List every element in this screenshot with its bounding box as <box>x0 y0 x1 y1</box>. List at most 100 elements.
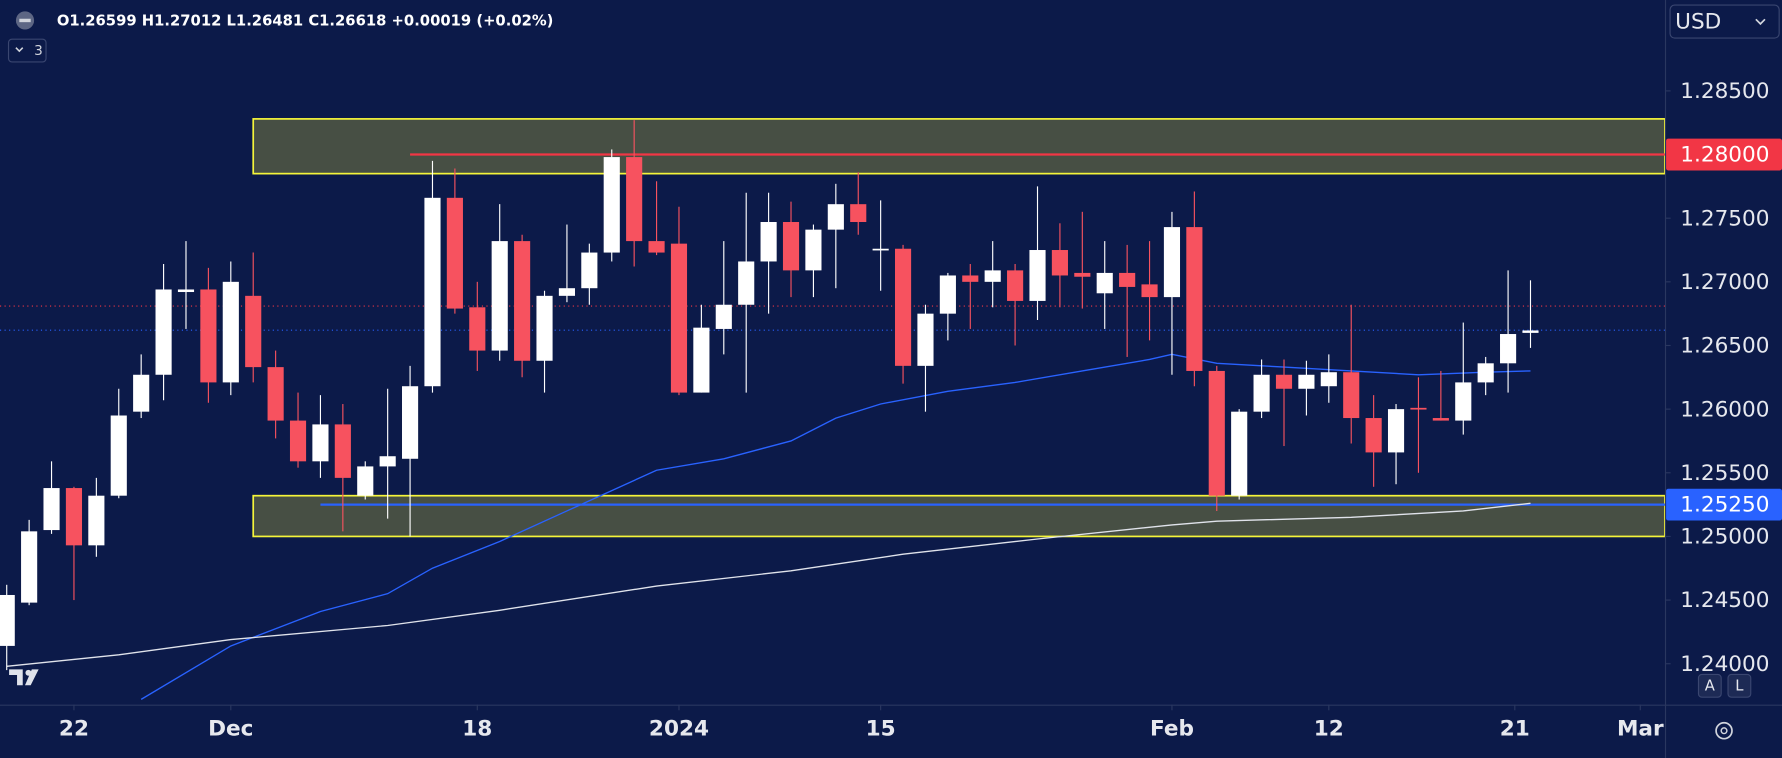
candle-body <box>782 222 800 271</box>
moving-average-line <box>6 502 1531 667</box>
candle-body <box>1410 407 1427 410</box>
x-tick-label: 22 <box>59 717 89 742</box>
candle-body <box>1051 250 1068 276</box>
candle-body <box>626 157 643 242</box>
candle-body <box>110 415 127 496</box>
candle-body <box>0 594 15 646</box>
candle-body <box>670 243 688 393</box>
candle-body <box>805 229 822 271</box>
moving-average-line <box>140 353 1531 700</box>
symbol-icon-bar <box>19 18 31 23</box>
candle-body <box>446 197 463 309</box>
candle-body <box>558 288 575 296</box>
candle-body <box>43 488 60 531</box>
level-price-tag <box>1666 488 1782 521</box>
candle-body <box>402 386 419 459</box>
candle-body <box>88 495 105 546</box>
y-tick-label: 1.25000 <box>1680 525 1769 550</box>
y-tick-label: 1.25500 <box>1680 461 1769 486</box>
candle-body <box>1387 409 1405 453</box>
candle-body <box>1007 270 1024 301</box>
y-tick-label: 1.24000 <box>1680 652 1769 677</box>
candle-body <box>469 307 486 351</box>
candle-body <box>1186 227 1203 371</box>
candle-body <box>715 304 732 329</box>
settings-icon[interactable] <box>1715 721 1733 740</box>
candle-body <box>1365 418 1382 453</box>
settings-gear <box>1715 721 1733 740</box>
x-tick-label: Feb <box>1150 717 1194 742</box>
auto-scale-label: A <box>1705 677 1715 694</box>
candle-body <box>1320 372 1337 387</box>
candle-body <box>1343 372 1360 419</box>
currency-button[interactable] <box>1669 4 1780 39</box>
candle-body <box>962 275 979 282</box>
plot-area <box>0 118 1666 700</box>
y-tick-label: 1.24500 <box>1680 588 1769 613</box>
candle-body <box>894 248 912 366</box>
candle-body <box>1477 363 1494 383</box>
candle-body <box>984 270 1001 282</box>
tv-logo-v <box>25 669 39 686</box>
candle-body <box>648 241 665 253</box>
candle-body <box>289 420 307 462</box>
candle-body <box>917 313 934 366</box>
candle-body <box>1163 227 1181 298</box>
y-tick-label: 1.27500 <box>1680 206 1769 231</box>
candle-body <box>177 289 195 293</box>
indicators-count: 3 <box>34 43 43 59</box>
level-price-tag <box>1666 138 1782 171</box>
log-scale-label: L <box>1735 677 1744 694</box>
x-tick-label: 21 <box>1500 717 1530 742</box>
candle-body <box>222 281 239 383</box>
candle-body <box>245 295 262 368</box>
candle-body <box>1253 374 1270 412</box>
candle-body <box>514 241 531 361</box>
ohlc-legend: O1.26599 H1.27012 L1.26481 C1.26618 +0.0… <box>57 13 554 30</box>
candle-body <box>1029 250 1046 301</box>
tv-logo-t <box>9 669 23 686</box>
x-tick-label: 15 <box>866 717 896 742</box>
candle-body <box>603 157 620 253</box>
x-tick-label: 18 <box>462 717 492 742</box>
chevron-icon <box>15 47 24 53</box>
candle-body <box>939 275 956 314</box>
y-tick-label: 1.28500 <box>1680 79 1769 104</box>
x-tick-label: Dec <box>208 717 253 742</box>
candle-body <box>827 204 844 230</box>
candle-body <box>1208 370 1225 496</box>
candle-body <box>1141 284 1158 298</box>
candle-body <box>850 204 867 223</box>
candle-body <box>1432 418 1449 421</box>
candle-body <box>1074 272 1091 277</box>
candle-body <box>424 197 441 387</box>
chevron-icon <box>1755 18 1766 26</box>
x-tick-label: 12 <box>1314 717 1344 742</box>
candle-body <box>1298 374 1315 389</box>
candle-body <box>1455 382 1472 421</box>
auto-scale-button[interactable] <box>1697 673 1722 698</box>
candle-body <box>760 222 777 262</box>
y-tick-label: 1.27000 <box>1680 270 1769 295</box>
zone <box>252 494 1666 538</box>
candle-body <box>581 252 598 289</box>
level-price-label: 1.28000 <box>1680 143 1769 168</box>
settings-gear-center <box>1720 727 1728 735</box>
indicators-toggle[interactable] <box>7 38 47 63</box>
log-scale-button[interactable] <box>1727 673 1752 698</box>
candle-body <box>1522 330 1539 333</box>
y-tick-label: 1.26500 <box>1680 334 1769 359</box>
candle-body <box>1500 334 1517 364</box>
y-tick-label: 1.26000 <box>1680 397 1769 422</box>
candle-body <box>872 248 889 251</box>
candle-body <box>133 374 150 412</box>
candle-body <box>738 261 755 305</box>
tv-logo <box>9 669 39 686</box>
candle-body <box>693 327 710 393</box>
candle-body <box>267 367 284 421</box>
candle-body <box>357 466 374 496</box>
candle-body <box>536 295 553 361</box>
candle-body <box>65 488 83 546</box>
candle-body <box>1096 272 1113 294</box>
